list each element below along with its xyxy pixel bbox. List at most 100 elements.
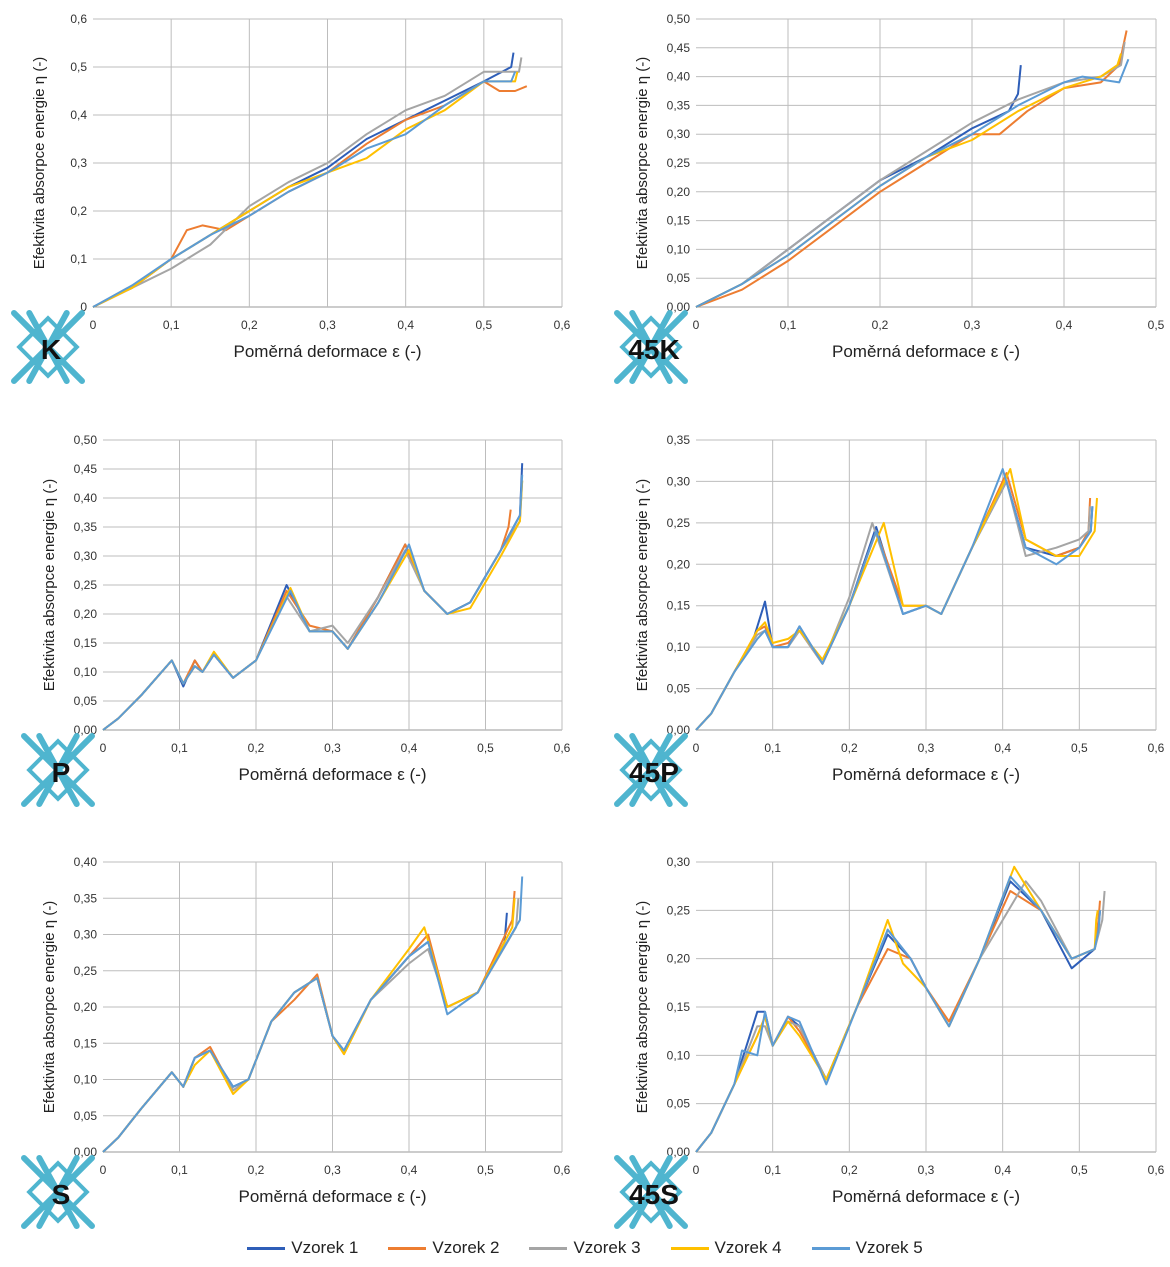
legend-swatch-1 (247, 1246, 286, 1250)
lattice-strut (629, 733, 673, 807)
y-tick-label: 0,25 (667, 516, 691, 530)
y-axis-title: Efektivita absorpce energie η (-) (41, 479, 58, 692)
legend-label-2: Vzorek 2 (432, 1238, 500, 1257)
x-axis-title: Poměrná deformace ε (-) (238, 1187, 426, 1206)
series-line-2 (695, 472, 1092, 731)
lattice-strut (36, 1155, 80, 1229)
lattice-icon (614, 1155, 688, 1229)
chart-P: 0,000,050,100,150,200,250,300,350,400,45… (21, 433, 571, 807)
x-axis-title: Poměrná deformace ε (-) (832, 1187, 1020, 1206)
x-tick-label: 0,4 (401, 741, 418, 755)
x-tick-label: 0,6 (1148, 1163, 1165, 1177)
legend-swatch-4 (670, 1246, 709, 1250)
y-axis-title: Efektivita absorpce energie η (-) (634, 901, 651, 1114)
series-line-4 (102, 898, 516, 1153)
x-tick-label: 0,3 (324, 1163, 341, 1177)
y-tick-label: 0,15 (667, 1000, 691, 1014)
lattice-node (26, 738, 90, 802)
y-axis-title: Efektivita absorpce energie η (-) (31, 57, 48, 270)
chart-45K: 0,000,050,100,150,200,250,300,350,400,45… (614, 12, 1165, 384)
y-tick-label: 0,05 (667, 271, 691, 285)
x-tick-label: 0,1 (764, 1163, 781, 1177)
legend-swatch-3 (529, 1246, 568, 1250)
x-tick-label: 0,5 (1148, 318, 1165, 332)
y-tick-label: 0,40 (74, 491, 98, 505)
series-line-2 (695, 30, 1128, 308)
series-line-3 (695, 880, 1106, 1153)
y-tick-label: 0,20 (74, 607, 98, 621)
y-tick-label: 0,1 (70, 252, 87, 266)
y-tick-label: 0,5 (70, 60, 87, 74)
series-line-3 (695, 41, 1126, 308)
y-tick-label: 0,45 (667, 41, 691, 55)
x-tick-label: 0,4 (1056, 318, 1073, 332)
y-tick-label: 0,35 (667, 433, 691, 447)
series-line-5 (695, 58, 1130, 308)
x-tick-label: 0,4 (994, 1163, 1011, 1177)
y-tick-label: 0 (80, 300, 87, 314)
y-tick-label: 0,15 (74, 1036, 98, 1050)
x-axis-title: Poměrná deformace ε (-) (832, 342, 1020, 361)
x-tick-label: 0 (693, 1163, 700, 1177)
y-tick-label: 0,30 (667, 127, 691, 141)
series-line-4 (695, 865, 1099, 1153)
y-tick-label: 0,05 (74, 694, 98, 708)
y-tick-label: 0,30 (74, 928, 98, 942)
y-tick-label: 0,05 (667, 1097, 691, 1111)
chart-K: 0 0,1 0,2 0,3 0,4 0,5 0,6 0 0,1 0,2 0,3 0,4 0,5 0,6 Po… (11, 12, 571, 384)
y-tick-label: 0,3 (70, 156, 87, 170)
series-line-2 (695, 890, 1101, 1153)
y-tick-label: 0,30 (667, 474, 691, 488)
series-line-5 (695, 875, 1101, 1153)
legend-label-5: Vzorek 5 (855, 1238, 923, 1257)
lattice-icon (11, 310, 85, 384)
x-tick-label: 0,1 (171, 741, 188, 755)
y-tick-label: 0,15 (667, 214, 691, 228)
x-tick-label: 0,5 (477, 1163, 494, 1177)
x-axis-title: Poměrná deformace ε (-) (233, 342, 421, 361)
y-tick-label: 0,25 (74, 578, 98, 592)
series-line-4 (92, 71, 519, 308)
x-tick-label: 0,3 (964, 318, 981, 332)
y-tick-label: 0,05 (667, 682, 691, 696)
series-line-3 (102, 898, 520, 1153)
y-tick-label: 0,2 (70, 204, 87, 218)
x-tick-label: 0,6 (1148, 741, 1165, 755)
series-line-4 (695, 53, 1122, 308)
lattice-icon (21, 733, 95, 807)
y-tick-label: 0,6 (70, 12, 87, 26)
structure-label: K (41, 334, 61, 365)
structure-label: 45P (629, 757, 679, 788)
y-tick-label: 0,20 (74, 1000, 98, 1014)
x-tick-label: 0,2 (248, 1163, 265, 1177)
structure-label: P (52, 757, 71, 788)
y-tick-label: 0,4 (70, 108, 87, 122)
legend-item-2: Vzorek 2 (388, 1238, 499, 1258)
series-line-1 (695, 480, 1094, 731)
x-tick-label: 0,4 (397, 318, 414, 332)
chart-S: 0,000,050,100,150,200,250,300,350,400 0,1… (21, 855, 571, 1229)
series-line-4 (695, 468, 1098, 731)
y-tick-label: 0,50 (74, 433, 98, 447)
y-tick-label: 0,20 (667, 185, 691, 199)
y-tick-label: 0,10 (667, 242, 691, 256)
y-tick-label: 0,25 (667, 903, 691, 917)
x-tick-label: 0,1 (171, 1163, 188, 1177)
y-axis-title: Efektivita absorpce energie η (-) (634, 57, 651, 270)
x-tick-label: 0,1 (780, 318, 797, 332)
y-tick-label: 0,15 (667, 599, 691, 613)
x-tick-label: 0,6 (554, 318, 571, 332)
x-tick-label: 0,5 (475, 318, 492, 332)
lattice-icon (614, 733, 688, 807)
y-tick-label: 0,25 (74, 964, 98, 978)
legend-swatch-5 (811, 1246, 850, 1250)
y-tick-label: 0,10 (74, 1073, 98, 1087)
y-tick-label: 0,10 (667, 640, 691, 654)
y-tick-label: 0,35 (74, 891, 98, 905)
lattice-strut (629, 310, 673, 384)
x-tick-label: 0,4 (994, 741, 1011, 755)
legend-label-4: Vzorek 4 (714, 1238, 782, 1257)
y-tick-label: 0,20 (667, 557, 691, 571)
y-tick-label: 0,40 (667, 70, 691, 84)
